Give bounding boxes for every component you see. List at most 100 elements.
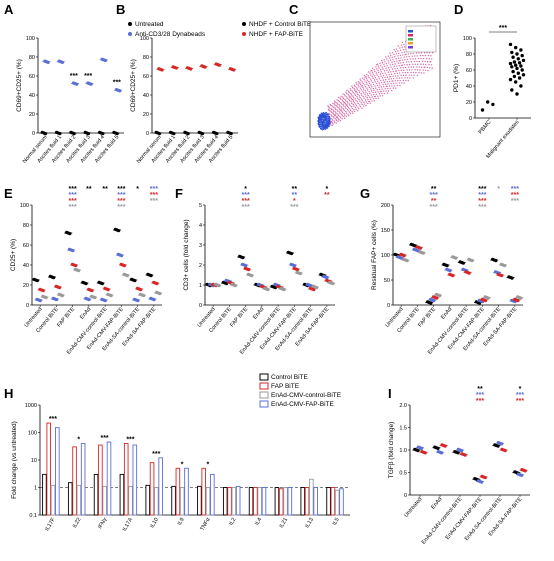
facs-event <box>385 62 388 65</box>
facs-event <box>394 50 397 53</box>
y-tick-label: 5 <box>199 203 202 209</box>
facs-event <box>371 100 373 102</box>
bar <box>80 442 86 516</box>
facs-event <box>353 105 355 107</box>
facs-event <box>387 71 390 73</box>
significance-mark: *** <box>69 192 77 199</box>
x-tick-label: IL17A <box>122 517 135 533</box>
bar <box>339 488 344 516</box>
data-point <box>289 252 294 256</box>
bar <box>98 444 103 516</box>
facs-event <box>426 57 428 60</box>
facs-event <box>381 61 384 64</box>
facs-event <box>341 107 343 109</box>
y-tick-label: 0.1 <box>29 513 37 519</box>
bar <box>171 485 176 516</box>
facs-event <box>425 63 427 66</box>
facs-event <box>332 109 334 111</box>
facs-event <box>328 112 330 115</box>
facs-event <box>370 88 372 90</box>
x-tick-label: IL21 <box>279 517 290 529</box>
significance-mark: * <box>326 186 329 193</box>
bar <box>304 487 310 516</box>
facs-event <box>392 87 395 89</box>
significance-mark: *** <box>516 398 524 405</box>
facs-event <box>375 68 378 70</box>
y-tick-label: 20 <box>143 112 149 118</box>
facs-event <box>335 122 337 124</box>
facs-event <box>370 74 372 76</box>
facs-event <box>339 105 341 107</box>
facs-event <box>381 92 383 95</box>
bar <box>235 485 241 516</box>
data-point <box>519 48 523 52</box>
facs-event <box>396 65 398 67</box>
significance-mark: * <box>181 461 184 468</box>
facs-event <box>400 69 403 72</box>
facs-event <box>416 74 419 77</box>
significance-mark: *** <box>478 204 486 211</box>
bar <box>222 487 228 516</box>
facs-event <box>368 76 370 79</box>
facs-event <box>365 105 367 107</box>
facs-event <box>325 120 328 122</box>
facs-event <box>367 98 369 101</box>
significance-mark: *** <box>290 204 298 211</box>
facs-event <box>383 92 386 95</box>
facs-event <box>387 90 390 92</box>
significance-mark: ** <box>292 186 298 193</box>
x-tick-label: EnAd <box>440 306 453 320</box>
y-tick-label: 20 <box>29 112 35 118</box>
data-point <box>511 55 515 59</box>
panel-letter: A <box>4 2 14 17</box>
facs-event <box>373 68 375 71</box>
x-tick-label: IL10 <box>149 517 160 529</box>
facs-event <box>349 108 351 110</box>
facs-event <box>393 60 396 63</box>
significance-mark: *** <box>152 451 160 458</box>
bar <box>175 467 181 516</box>
data-point <box>60 294 64 298</box>
facs-event <box>405 79 407 82</box>
facs-event <box>338 96 340 99</box>
facs-event <box>329 103 332 106</box>
significance-mark: ** <box>477 386 483 393</box>
facs-event <box>330 104 332 107</box>
facs-event <box>404 64 406 66</box>
facs-event <box>326 123 329 126</box>
facs-event <box>364 80 366 82</box>
bar <box>253 487 258 516</box>
data-point <box>515 92 519 96</box>
y-tick-label: 40 <box>143 93 149 99</box>
facs-event <box>357 93 359 96</box>
facs-event <box>397 80 399 82</box>
facs-event <box>404 59 406 61</box>
facs-event <box>341 110 343 112</box>
facs-event <box>343 117 346 119</box>
facs-event <box>320 119 323 122</box>
facs-event <box>367 75 370 77</box>
significance-mark: *** <box>117 192 125 199</box>
facs-event <box>368 80 370 83</box>
facs-event <box>334 101 337 103</box>
data-point <box>510 50 514 55</box>
facs-event <box>334 108 337 110</box>
facs-event <box>335 112 337 114</box>
facs-event <box>371 67 374 69</box>
facs-event <box>406 56 408 58</box>
data-point <box>142 294 146 298</box>
facs-event <box>341 118 343 120</box>
facs-event <box>358 104 361 106</box>
facs-event <box>392 70 394 73</box>
facs-event <box>397 55 399 57</box>
data-point <box>514 63 518 67</box>
facs-event <box>381 59 383 62</box>
facs-event <box>390 54 392 57</box>
facs-event <box>355 104 358 107</box>
y-tick-label: 1 <box>199 283 202 289</box>
facs-event <box>320 128 323 130</box>
facs-event <box>395 82 397 84</box>
data-point <box>445 264 449 268</box>
data-point <box>521 73 526 77</box>
facs-event <box>349 96 351 99</box>
